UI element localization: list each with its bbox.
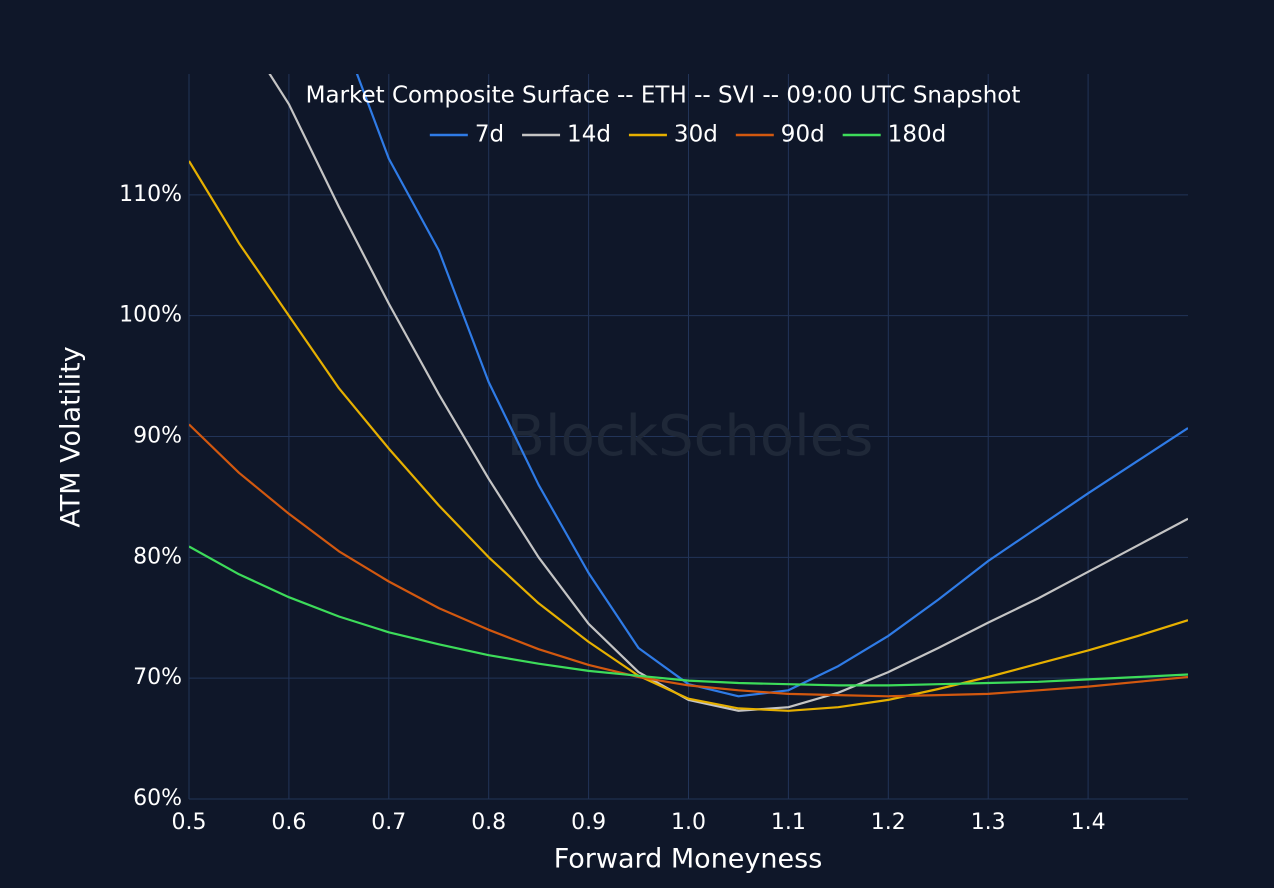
y-tick-label: 80% (133, 544, 182, 569)
legend-label: 180d (888, 122, 947, 148)
legend-item: 30d (628, 122, 718, 148)
series-line (189, 160, 1188, 712)
legend: 7d 14d 30d 90d 180d (429, 122, 947, 148)
series-line (355, 74, 1188, 698)
series-line (189, 423, 1188, 698)
grid (188, 74, 1188, 800)
watermark: BlockScholes (507, 404, 874, 469)
x-tick-label: 1.2 (871, 810, 906, 835)
plot-lines (189, 74, 1188, 712)
x-tick-label: 0.9 (571, 810, 606, 835)
y-tick-label: 90% (133, 424, 182, 449)
y-tick-label: 110% (119, 182, 182, 207)
x-tick-label: 0.7 (371, 810, 406, 835)
y-tick-label: 70% (133, 665, 182, 690)
legend-item: 7d (429, 122, 504, 148)
x-tick-label: 1.4 (1071, 810, 1106, 835)
x-tick-label: 0.6 (271, 810, 306, 835)
x-tick-label: 1.3 (971, 810, 1006, 835)
chart-title: Market Composite Surface -- ETH -- SVI -… (306, 83, 1021, 109)
legend-item: 14d (522, 122, 611, 148)
x-axis-title: Forward Moneyness (554, 844, 823, 875)
x-tick-label: 0.5 (172, 810, 207, 835)
legend-label: 30d (674, 122, 718, 148)
x-tick-label: 1.1 (771, 810, 806, 835)
x-tick-label: 0.8 (471, 810, 506, 835)
y-axis-title: ATM Volatility (56, 346, 87, 527)
legend-label: 14d (567, 122, 611, 148)
series-line (268, 74, 1188, 712)
legend-label: 7d (475, 122, 504, 148)
y-tick-label: 100% (119, 303, 182, 328)
x-tick-label: 1.0 (671, 810, 706, 835)
series-line (189, 545, 1188, 687)
legend-label: 90d (781, 122, 825, 148)
y-tick-label: 60% (133, 786, 182, 811)
legend-item: 90d (735, 122, 825, 148)
legend-item: 180d (842, 122, 947, 148)
